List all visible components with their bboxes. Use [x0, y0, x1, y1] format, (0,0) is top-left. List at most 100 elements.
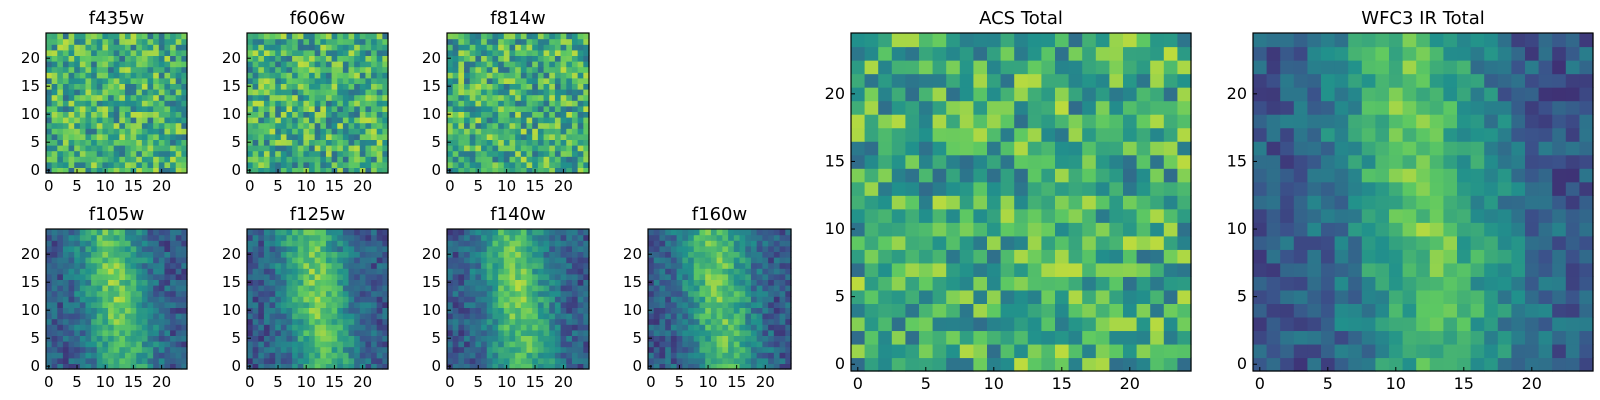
heatmap-cell [252, 167, 259, 174]
heatmap-cell [153, 307, 160, 314]
heatmap-cell [571, 251, 579, 258]
heatmap-cell [932, 208, 947, 223]
heatmap-cell [1109, 235, 1124, 250]
heatmap-cell [51, 61, 58, 68]
heatmap-cell [280, 268, 288, 275]
heatmap-cell [164, 324, 171, 331]
heatmap-cell [348, 251, 355, 258]
heatmap-cell [297, 122, 304, 129]
heatmap-cell [382, 72, 389, 79]
heatmap-cell [878, 330, 893, 345]
heatmap-cell [96, 352, 103, 359]
heatmap-cell [303, 145, 310, 152]
heatmap-cell [74, 33, 81, 40]
heatmap-cell [113, 77, 120, 84]
heatmap-cell [275, 61, 282, 68]
heatmap-cell [509, 363, 516, 370]
heatmap-cell [648, 357, 655, 364]
heatmap-cell [280, 167, 288, 174]
heatmap-cell [382, 307, 389, 314]
heatmap-cell [566, 335, 573, 342]
heatmap-cell [676, 324, 683, 331]
heatmap-cell [648, 234, 655, 241]
heatmap-cell [768, 285, 775, 292]
heatmap-cell [258, 105, 265, 112]
heatmap-cell [779, 307, 786, 314]
heatmap-cell [297, 44, 304, 51]
heatmap-cell [68, 139, 75, 146]
heatmap-cell [750, 363, 758, 370]
heatmap-cell [1082, 181, 1097, 196]
heatmap-cell [705, 262, 712, 269]
heatmap-cell [503, 285, 511, 292]
heatmap-cell [269, 363, 276, 370]
heatmap-cell [503, 55, 511, 62]
heatmap-cell [108, 61, 115, 68]
heatmap-cell [520, 285, 528, 292]
heatmap-cell [252, 100, 259, 107]
heatmap-cell [526, 290, 533, 297]
heatmap-cell [292, 55, 299, 62]
heatmap-cell [297, 83, 304, 90]
heatmap-cell [1109, 330, 1124, 345]
heatmap-cell [768, 268, 775, 275]
heatmap-cell [1055, 289, 1070, 304]
heatmap-cell [130, 89, 137, 96]
heatmap-cell [554, 229, 562, 236]
heatmap-cell [275, 117, 282, 124]
heatmap-cell [113, 33, 120, 40]
heatmap-cell [365, 296, 372, 303]
heatmap-cell [91, 313, 98, 320]
heatmap-cell [342, 128, 350, 135]
y-tick-label: 20 [422, 49, 441, 67]
heatmap-cell [549, 83, 556, 90]
heatmap-cell [509, 139, 516, 146]
heatmap-cell [682, 329, 689, 336]
heatmap-cell [314, 77, 321, 84]
heatmap-cell [503, 100, 511, 107]
heatmap-cell [1095, 276, 1110, 291]
heatmap-cell [699, 245, 706, 252]
heatmap-cell [864, 235, 879, 250]
heatmap-cell [532, 117, 539, 124]
heatmap-cell [79, 133, 87, 140]
heatmap-cell [314, 318, 321, 325]
heatmap-cell [458, 346, 465, 353]
heatmap-cell [371, 245, 378, 252]
heatmap-cell [130, 257, 137, 264]
heatmap-cell [710, 268, 718, 275]
heatmap-cell [124, 357, 132, 364]
heatmap-cell [469, 251, 476, 258]
heatmap-cell [722, 313, 729, 320]
heatmap-cell [286, 318, 293, 325]
heatmap-cell [314, 290, 321, 297]
heatmap-cell [537, 100, 545, 107]
heatmap-cell [739, 341, 746, 348]
heatmap-cell [722, 262, 729, 269]
heatmap-cell [258, 257, 265, 264]
heatmap-cell [382, 324, 389, 331]
heatmap-cell [699, 273, 706, 280]
heatmap-cell [51, 33, 58, 40]
heatmap-cell [263, 268, 271, 275]
heatmap-cell [365, 357, 372, 364]
heatmap-cell [74, 352, 81, 359]
heatmap-cell [566, 139, 573, 146]
heatmap-cell [158, 150, 166, 157]
heatmap-cell [175, 240, 182, 247]
heatmap-cell [130, 262, 137, 269]
heatmap-cell [1163, 168, 1178, 183]
heatmap-cell [113, 324, 120, 331]
heatmap-cell [170, 346, 177, 353]
heatmap-cell [252, 156, 259, 163]
heatmap-cell [1041, 330, 1056, 345]
heatmap-cell [102, 139, 109, 146]
heatmap-cell [864, 316, 879, 332]
heatmap-cell [693, 357, 701, 364]
heatmap-cell [269, 72, 276, 79]
heatmap-cell [739, 285, 746, 292]
heatmap-cell [526, 61, 533, 68]
heatmap-cell [325, 251, 333, 258]
x-tick-label: 10 [699, 373, 718, 391]
heatmap-cell [693, 313, 701, 320]
